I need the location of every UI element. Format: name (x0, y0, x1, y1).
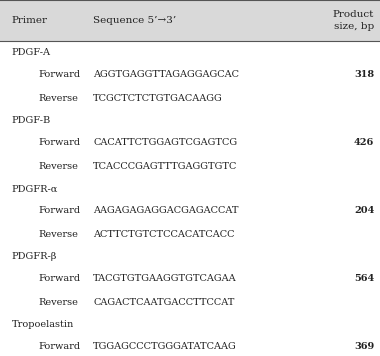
Text: Reverse: Reverse (38, 94, 78, 103)
Text: 426: 426 (354, 138, 374, 147)
Text: Sequence 5’→3’: Sequence 5’→3’ (93, 16, 176, 25)
Text: Forward: Forward (38, 274, 80, 283)
Text: TCACCCGAGTTTGAGGTGTC: TCACCCGAGTTTGAGGTGTC (93, 162, 238, 171)
Text: CACATTCTGGAGTCGAGTCG: CACATTCTGGAGTCGAGTCG (93, 138, 237, 147)
Bar (0, 0, 380, 41)
Text: 204: 204 (354, 206, 374, 215)
Text: Reverse: Reverse (38, 162, 78, 171)
Text: AGGTGAGGTTAGAGGAGCAC: AGGTGAGGTTAGAGGAGCAC (93, 70, 239, 79)
Text: TACGTGTGAAGGTGTCAGAA: TACGTGTGAAGGTGTCAGAA (93, 274, 237, 283)
Text: Forward: Forward (38, 138, 80, 147)
Text: Product
size, bp: Product size, bp (333, 10, 374, 31)
Text: 564: 564 (354, 274, 374, 283)
Text: Forward: Forward (38, 70, 80, 79)
Text: PDGFR-α: PDGFR-α (11, 184, 58, 193)
Text: 369: 369 (354, 342, 374, 351)
Text: Forward: Forward (38, 206, 80, 215)
Text: Reverse: Reverse (38, 230, 78, 239)
Text: Reverse: Reverse (38, 298, 78, 307)
Text: AAGAGAGAGGACGAGACCAT: AAGAGAGAGGACGAGACCAT (93, 206, 239, 215)
Text: Forward: Forward (38, 342, 80, 351)
Text: ACTTCTGTCTCCACATCACC: ACTTCTGTCTCCACATCACC (93, 230, 234, 239)
Text: PDGF-B: PDGF-B (11, 116, 51, 125)
Text: 318: 318 (354, 70, 374, 79)
Text: Primer: Primer (11, 16, 48, 25)
Text: PDGF-A: PDGF-A (11, 48, 51, 57)
Text: Tropoelastin: Tropoelastin (11, 320, 74, 329)
Text: CAGACTCAATGACCTTCCAT: CAGACTCAATGACCTTCCAT (93, 298, 234, 307)
Text: TCGCTCTCTGTGACAAGG: TCGCTCTCTGTGACAAGG (93, 94, 223, 103)
Text: PDGFR-β: PDGFR-β (11, 252, 57, 261)
Text: TGGAGCCCTGGGATATCAAG: TGGAGCCCTGGGATATCAAG (93, 342, 237, 351)
